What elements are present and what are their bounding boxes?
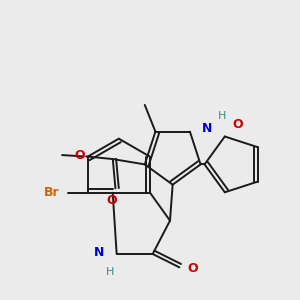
Text: O: O — [187, 262, 198, 275]
Text: N: N — [202, 122, 212, 135]
Text: Br: Br — [44, 186, 60, 199]
Text: H: H — [106, 267, 114, 277]
Text: O: O — [106, 194, 117, 207]
Text: O: O — [74, 148, 85, 162]
Text: N: N — [94, 246, 105, 259]
Text: H: H — [218, 111, 226, 121]
Text: O: O — [233, 118, 243, 131]
